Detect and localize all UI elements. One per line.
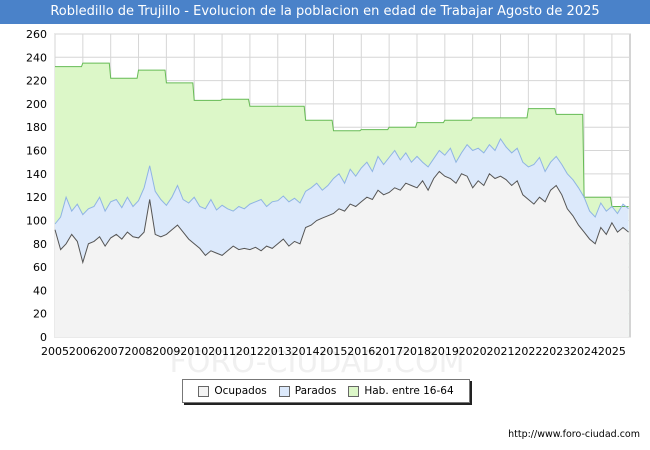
series-line-ocupados	[54, 170, 629, 265]
x-tick-label-2008: 2008	[125, 345, 153, 358]
watermark: FORO-CIUDAD.COM	[170, 345, 465, 380]
series-line-hab	[55, 62, 629, 207]
y-tick-label-240: 240	[26, 51, 47, 64]
series-line-parados	[54, 137, 629, 225]
y-tick-label-260: 260	[26, 28, 47, 41]
y-tick-label-220: 220	[26, 75, 47, 88]
x-tick-label-2018: 2018	[403, 345, 431, 358]
legend-item-ocupados: Ocupados	[198, 385, 267, 397]
x-tick-label-2022: 2022	[514, 345, 542, 358]
series-area-ocupados	[55, 171, 629, 337]
y-tick-label-160: 160	[26, 145, 47, 158]
x-tick-label-2016: 2016	[347, 345, 375, 358]
x-tick-label-2011: 2011	[208, 345, 236, 358]
legend-swatch-ocupados	[198, 385, 210, 397]
y-tick-label-140: 140	[26, 168, 47, 181]
y-tick-label-80: 80	[33, 238, 47, 251]
x-tick-label-2020: 2020	[459, 345, 487, 358]
x-tick-label-2014: 2014	[292, 345, 320, 358]
x-tick-label-2017: 2017	[375, 345, 403, 358]
x-tick-label-2015: 2015	[319, 345, 347, 358]
y-tick-label-100: 100	[26, 214, 47, 227]
x-tick-label-2021: 2021	[487, 345, 515, 358]
y-tick-label-120: 120	[26, 191, 47, 204]
legend: Ocupados Parados Hab. entre 16-64	[182, 379, 470, 403]
x-tick-label-2023: 2023	[542, 345, 570, 358]
source-link[interactable]: http://www.foro-ciudad.com	[508, 429, 640, 440]
x-tick-label-2005: 2005	[41, 345, 69, 358]
chart-title: Robledillo de Trujillo - Evolucion de la…	[0, 0, 650, 24]
y-tick-label-180: 180	[26, 121, 47, 134]
legend-item-parados: Parados	[278, 385, 337, 397]
legend-swatch-parados	[278, 385, 290, 397]
y-tick-label-20: 20	[33, 308, 47, 321]
y-tick-label-0: 0	[40, 331, 47, 344]
x-tick-label-2019: 2019	[431, 345, 459, 358]
legend-swatch-hab	[348, 385, 360, 397]
x-tick-label-2006: 2006	[69, 345, 97, 358]
legend-item-hab: Hab. entre 16-64	[348, 385, 454, 397]
y-tick-label-200: 200	[26, 98, 47, 111]
x-tick-label-2007: 2007	[97, 345, 125, 358]
legend-label-ocupados: Ocupados	[214, 385, 267, 397]
x-tick-label-2013: 2013	[264, 345, 292, 358]
x-tick-label-2009: 2009	[152, 345, 180, 358]
y-tick-label-40: 40	[33, 284, 47, 297]
legend-label-parados: Parados	[294, 385, 337, 397]
x-tick-label-2025: 2025	[598, 345, 626, 358]
legend-label-hab: Hab. entre 16-64	[364, 385, 454, 397]
x-tick-label-2010: 2010	[180, 345, 208, 358]
y-tick-label-60: 60	[33, 261, 47, 274]
x-tick-label-2024: 2024	[570, 345, 598, 358]
x-tick-label-2012: 2012	[236, 345, 264, 358]
